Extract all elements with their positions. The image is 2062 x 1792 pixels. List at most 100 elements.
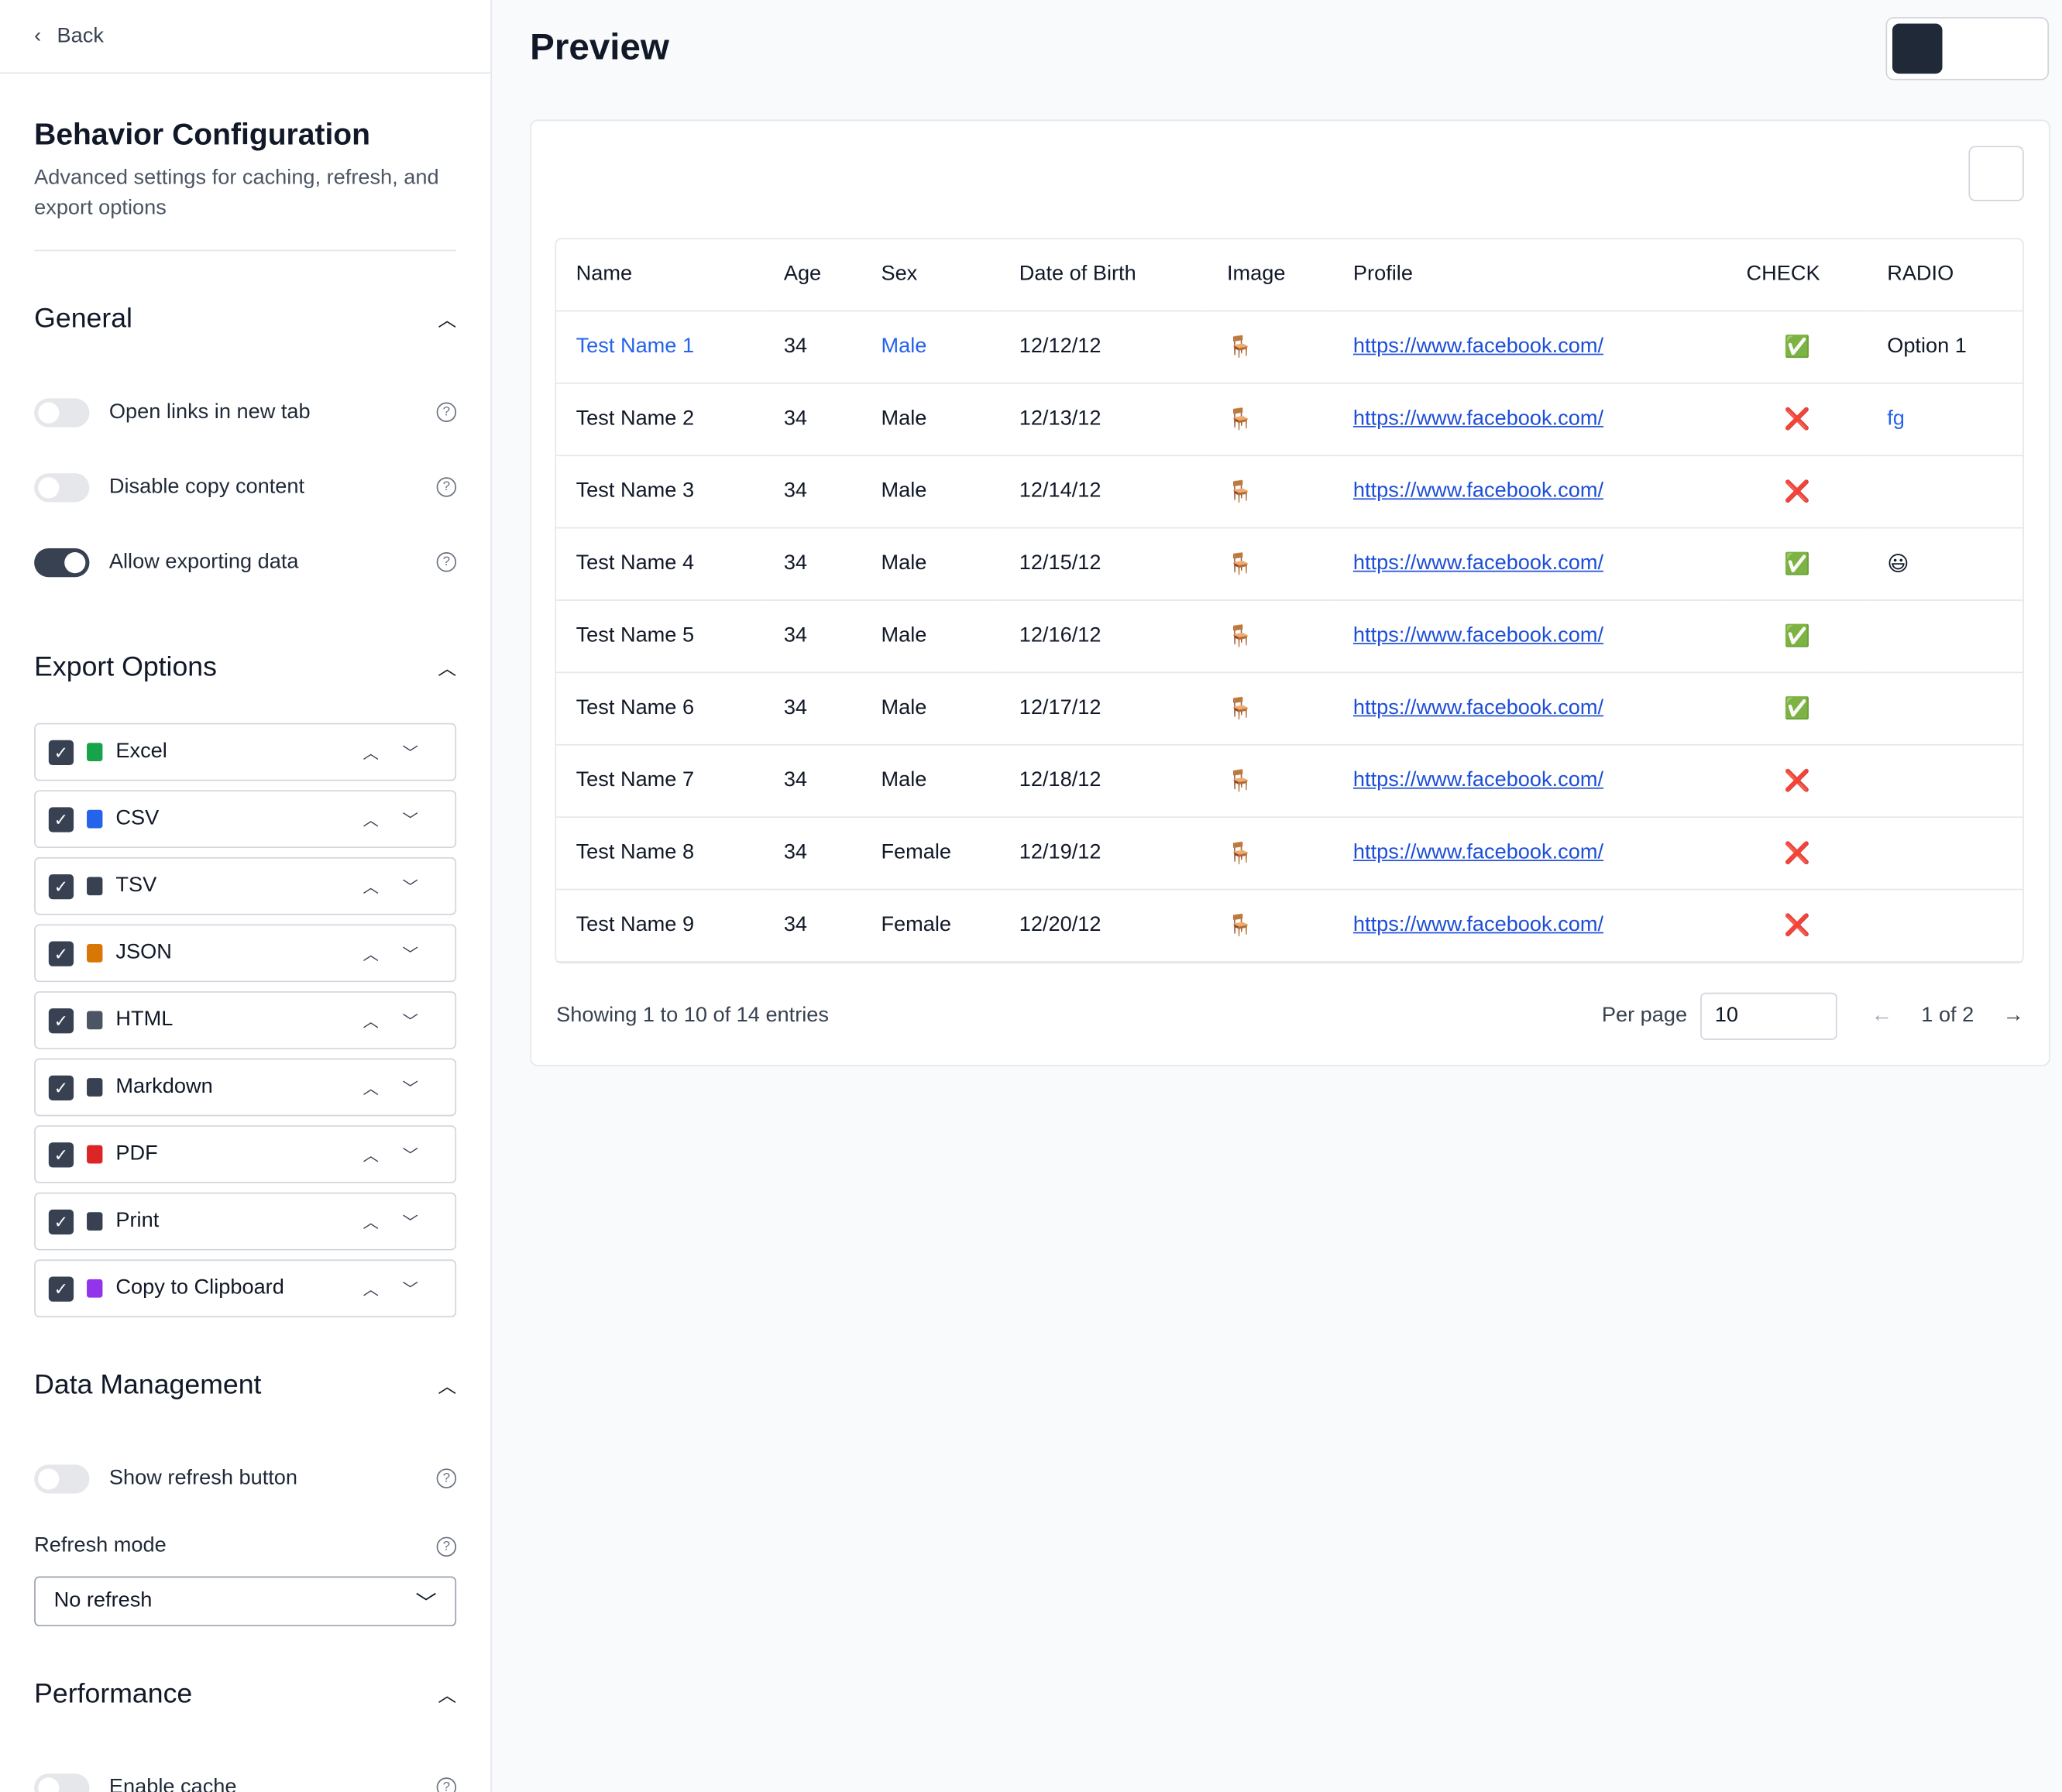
toggle-switch[interactable] xyxy=(34,1773,90,1792)
column-header: Age xyxy=(764,239,861,312)
table-cell[interactable]: https://www.facebook.com/ xyxy=(1333,817,1727,891)
table-cell: 34 xyxy=(764,600,861,674)
table-row: Test Name 7 34 Male 12/18/12 🪑 https://www.fa… xyxy=(556,744,2023,818)
per-page-select[interactable]: 10 xyxy=(1700,992,1837,1040)
sidebar: ‹ Back Behavior Configuration Advanced se… xyxy=(0,0,492,1792)
toggle-label: Show refresh button xyxy=(108,1466,298,1489)
table-cell: 🪑 xyxy=(1207,311,1334,384)
export-button[interactable] xyxy=(1968,146,2024,201)
sidebar-title: Behavior Configuration xyxy=(34,117,371,152)
checkbox[interactable]: ✓ xyxy=(48,1275,74,1301)
table-cell: 12/20/12 xyxy=(999,889,1208,963)
checkbox[interactable]: ✓ xyxy=(48,1008,74,1033)
preview-area: Preview Name Age Sex Date of Birth Image Prof… xyxy=(492,0,2062,1792)
table-cell[interactable]: https://www.facebook.com/ xyxy=(1333,744,1727,818)
format-label: HTML xyxy=(115,1008,174,1031)
toggle-row: Show refresh button? xyxy=(34,1441,457,1516)
table-cell: 🪑 xyxy=(1207,889,1334,963)
section-header[interactable]: Export Options ︿ xyxy=(34,652,456,684)
mobile-view[interactable] xyxy=(1992,24,2043,74)
table-cell: 12/13/12 xyxy=(999,383,1208,457)
header-row: Name Age Sex Date of Birth Image Profile CHECK… xyxy=(556,239,2023,312)
prev-page[interactable]: ← xyxy=(1871,1004,1892,1027)
table-cell[interactable]: https://www.facebook.com/ xyxy=(1333,383,1727,457)
table-cell: Male xyxy=(861,383,1000,457)
toggle-switch[interactable] xyxy=(34,1464,90,1493)
export-option: ✓ PDF ︿﹀ xyxy=(34,1125,457,1183)
table-cell: 12/18/12 xyxy=(999,744,1208,818)
toggle-switch[interactable] xyxy=(34,472,90,502)
table-cell xyxy=(1867,600,2023,674)
toggle-switch[interactable] xyxy=(34,548,90,577)
back-button[interactable]: ‹ Back xyxy=(0,0,491,74)
table-row: Test Name 1 34 Male 12/12/12 🪑 https://www.fa… xyxy=(556,311,2023,384)
table-cell: 34 xyxy=(764,383,861,457)
next-page[interactable]: → xyxy=(2002,1004,2024,1027)
table-cell: Test Name 2 xyxy=(556,383,765,457)
table-cell: Female xyxy=(861,817,1000,891)
collapse-icon: ︿ xyxy=(438,1684,457,1705)
reorder-arrows[interactable]: ︿﹀ xyxy=(363,743,442,762)
table-cell: ✅ xyxy=(1727,672,1868,746)
tablet-view[interactable] xyxy=(1943,24,1993,74)
reorder-arrows[interactable]: ︿﹀ xyxy=(363,944,442,963)
column-header: Name xyxy=(556,239,765,312)
checkbox[interactable]: ✓ xyxy=(48,874,74,899)
page-info: 1 of 2 xyxy=(1921,1004,1974,1027)
sidebar-content: Behavior Configuration Advanced settings… xyxy=(0,117,490,1792)
format-icon xyxy=(87,743,103,761)
reorder-arrows[interactable]: ︿﹀ xyxy=(363,1145,442,1165)
table-cell[interactable]: https://www.facebook.com/ xyxy=(1333,311,1727,384)
table-cell: ❌ xyxy=(1727,817,1868,891)
reorder-arrows[interactable]: ︿﹀ xyxy=(363,810,442,829)
refresh-select[interactable]: No refresh ﹀ xyxy=(34,1576,457,1627)
checkbox[interactable]: ✓ xyxy=(48,940,74,966)
table-cell: 12/15/12 xyxy=(999,527,1208,601)
table-cell[interactable]: https://www.facebook.com/ xyxy=(1333,672,1727,746)
table-cell[interactable]: https://www.facebook.com/ xyxy=(1333,889,1727,963)
table-cell xyxy=(1867,744,2023,818)
toggle-label: Disable copy content xyxy=(108,475,305,498)
column-header: Date of Birth xyxy=(999,239,1208,312)
section-header[interactable]: Data Management ︿ xyxy=(34,1370,456,1402)
reorder-arrows[interactable]: ︿﹀ xyxy=(363,877,442,896)
table-cell: Test Name 3 xyxy=(556,455,765,529)
table-cell: Male xyxy=(861,672,1000,746)
table-row: Test Name 2 34 Male 12/13/12 🪑 https://www.fa… xyxy=(556,383,2023,457)
checkbox[interactable]: ✓ xyxy=(48,806,74,832)
table-cell[interactable]: https://www.facebook.com/ xyxy=(1333,455,1727,529)
reorder-arrows[interactable]: ︿﹀ xyxy=(363,1011,442,1031)
reorder-arrows[interactable]: ︿﹀ xyxy=(363,1279,442,1299)
refresh-label: Refresh mode xyxy=(34,1534,167,1557)
export-option: ✓ HTML ︿﹀ xyxy=(34,991,457,1049)
section-title: Performance xyxy=(34,1678,193,1710)
format-label: CSV xyxy=(115,807,160,830)
section-header[interactable]: General ︿ xyxy=(34,304,456,335)
table-cell: Test Name 7 xyxy=(556,744,765,818)
reorder-arrows[interactable]: ︿﹀ xyxy=(363,1078,442,1097)
table-cell: 🪑 xyxy=(1207,600,1334,674)
per-page-label: Per page xyxy=(1601,1004,1688,1027)
checkbox[interactable]: ✓ xyxy=(48,739,74,765)
help-icon: ? xyxy=(436,1536,457,1557)
table-row: Test Name 8 34 Female 12/19/12 🪑 https://www.… xyxy=(556,817,2023,891)
table-cell: 😃 xyxy=(1867,527,2023,601)
export-option: ✓ CSV ︿﹀ xyxy=(34,790,457,849)
help-icon: ? xyxy=(436,402,457,422)
checkbox[interactable]: ✓ xyxy=(48,1209,74,1234)
toggle-switch[interactable] xyxy=(34,397,90,427)
format-icon xyxy=(87,1279,103,1298)
table-card: Name Age Sex Date of Birth Image Profile CHECK… xyxy=(530,119,2050,1066)
reorder-arrows[interactable]: ︿﹀ xyxy=(363,1213,442,1231)
checkbox[interactable]: ✓ xyxy=(48,1141,74,1167)
checkbox[interactable]: ✓ xyxy=(48,1074,74,1100)
column-header: Sex xyxy=(861,239,1000,312)
table-cell[interactable]: https://www.facebook.com/ xyxy=(1333,527,1727,601)
table-cell[interactable]: https://www.facebook.com/ xyxy=(1333,600,1727,674)
desktop-view[interactable] xyxy=(1892,23,1943,74)
section-header[interactable]: Performance ︿ xyxy=(34,1679,456,1711)
export-option: ✓ Print ︿﹀ xyxy=(34,1192,457,1251)
export-option: ✓ JSON ︿﹀ xyxy=(34,924,457,983)
